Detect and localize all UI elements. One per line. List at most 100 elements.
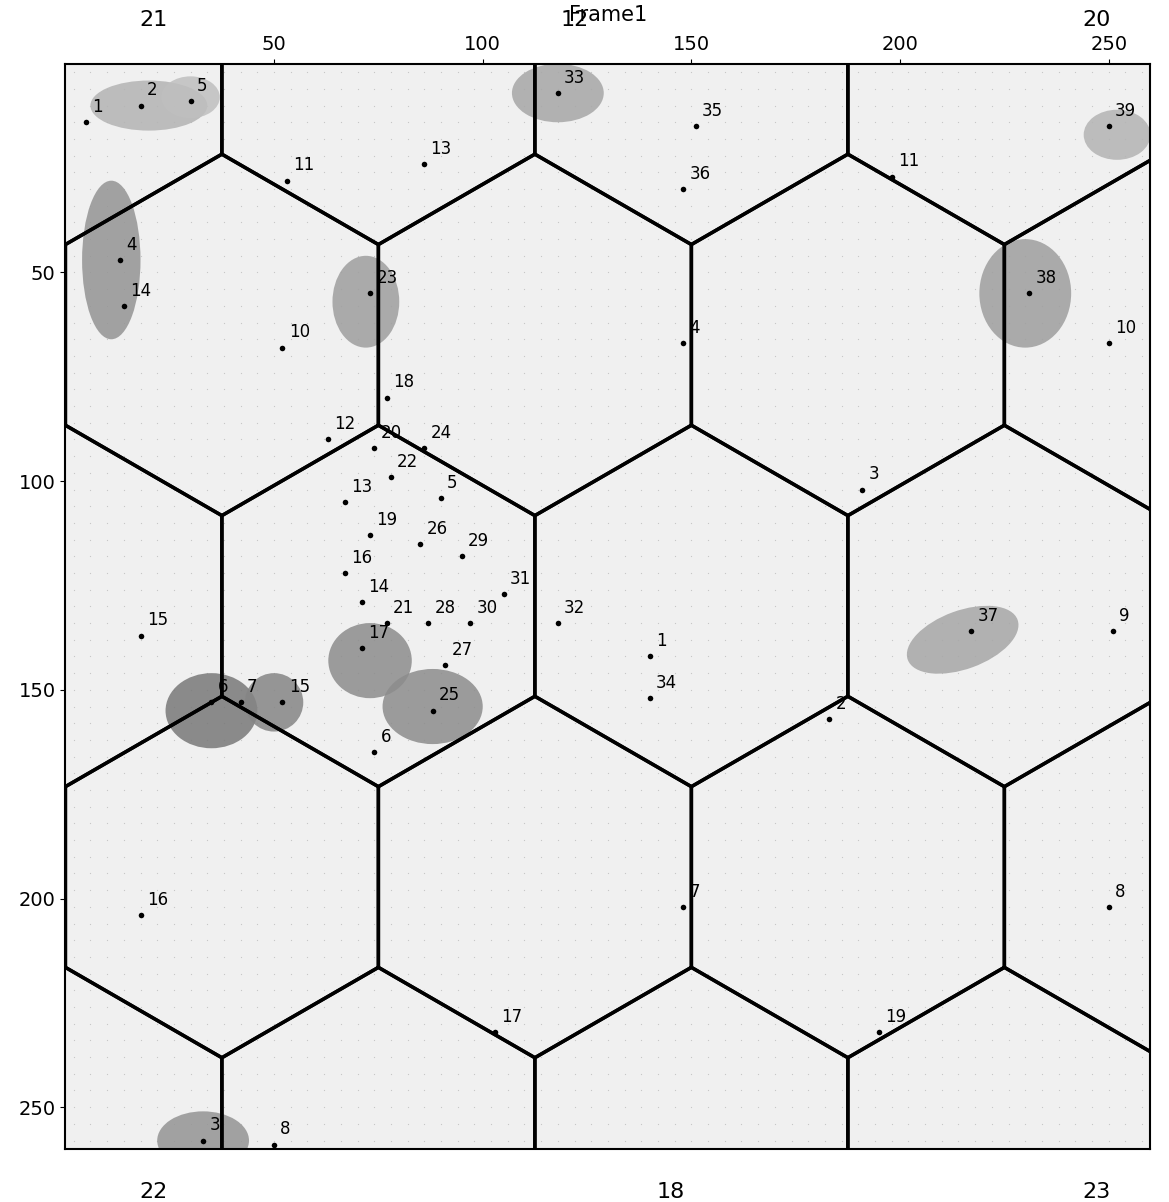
- Point: [465, 1014, 484, 1034]
- Point: [582, 998, 601, 1017]
- Point: [399, 1031, 417, 1051]
- Point: [749, 430, 768, 450]
- Point: [131, 814, 150, 833]
- Point: [798, 1014, 817, 1034]
- Point: [849, 213, 867, 232]
- Point: [381, 1064, 400, 1083]
- Point: [81, 496, 99, 516]
- Point: [565, 981, 583, 1000]
- Point: [649, 130, 667, 149]
- Point: [181, 1031, 200, 1051]
- Point: [181, 780, 200, 799]
- Point: [915, 79, 934, 99]
- Point: [832, 397, 851, 416]
- Point: [1066, 930, 1085, 950]
- Point: [532, 914, 551, 933]
- Point: [131, 397, 150, 416]
- Point: [399, 280, 417, 299]
- Point: [816, 196, 835, 215]
- Point: [682, 446, 700, 465]
- Point: [649, 1064, 667, 1083]
- Point: [98, 831, 117, 850]
- Point: [348, 797, 367, 816]
- Point: [264, 564, 283, 583]
- Point: [699, 797, 718, 816]
- Point: [115, 179, 133, 198]
- Point: [298, 1097, 317, 1117]
- Point: [248, 413, 267, 433]
- Point: [64, 480, 83, 499]
- Point: [699, 780, 718, 799]
- Point: [582, 981, 601, 1000]
- Point: [532, 179, 551, 198]
- Point: [749, 864, 768, 883]
- Text: 8: 8: [281, 1120, 291, 1138]
- Point: [131, 564, 150, 583]
- Point: [632, 530, 651, 549]
- Point: [665, 930, 684, 950]
- Point: [332, 513, 351, 532]
- Point: [381, 864, 400, 883]
- Point: [832, 981, 851, 1000]
- Point: [582, 179, 601, 198]
- Point: [933, 79, 952, 99]
- Point: [282, 564, 300, 583]
- Point: [98, 463, 117, 482]
- Point: [766, 881, 784, 900]
- Point: [782, 630, 801, 649]
- Point: [231, 1014, 250, 1034]
- Text: 31: 31: [510, 570, 531, 588]
- Point: [215, 847, 234, 867]
- Point: [415, 1131, 434, 1150]
- Point: [849, 914, 867, 933]
- Point: [866, 79, 885, 99]
- Point: [298, 1114, 317, 1133]
- Point: [1116, 179, 1135, 198]
- Point: [465, 446, 484, 465]
- Point: [348, 196, 367, 215]
- Point: [832, 145, 851, 165]
- Point: [532, 831, 551, 850]
- Point: [749, 413, 768, 433]
- Point: [715, 1047, 734, 1066]
- Point: [866, 113, 885, 132]
- Point: [665, 63, 684, 82]
- Point: [498, 630, 517, 649]
- Point: [915, 1081, 934, 1100]
- Point: [115, 814, 133, 833]
- Point: [665, 145, 684, 165]
- Point: [966, 363, 984, 382]
- Point: [883, 1114, 901, 1133]
- Point: [899, 714, 918, 733]
- Point: [498, 1097, 517, 1117]
- Point: [615, 346, 634, 365]
- Point: [131, 1064, 150, 1083]
- Point: [649, 230, 667, 249]
- Point: [332, 714, 351, 733]
- Point: [1050, 947, 1068, 966]
- Point: [1116, 596, 1135, 615]
- Point: [832, 496, 851, 516]
- Point: [866, 864, 885, 883]
- Point: [982, 413, 1001, 433]
- Point: [782, 463, 801, 482]
- Point: [966, 513, 984, 532]
- Point: [798, 780, 817, 799]
- Point: [516, 864, 534, 883]
- Point: [181, 480, 200, 499]
- Point: [131, 263, 150, 282]
- Point: [81, 763, 99, 783]
- Point: [966, 130, 984, 149]
- Point: [165, 831, 184, 850]
- Point: [599, 998, 617, 1017]
- Point: [399, 1014, 417, 1034]
- Point: [665, 998, 684, 1017]
- Point: [615, 564, 634, 583]
- Point: [482, 780, 500, 799]
- Point: [248, 446, 267, 465]
- Point: [915, 230, 934, 249]
- Point: [782, 179, 801, 198]
- Point: [1099, 998, 1118, 1017]
- Point: [582, 79, 601, 99]
- Point: [381, 630, 400, 649]
